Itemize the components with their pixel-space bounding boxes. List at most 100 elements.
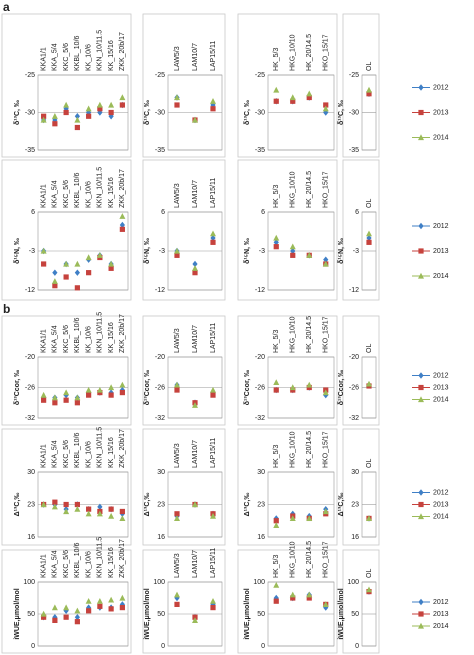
category-label: LAW5/3 [174,328,181,353]
data-point [322,389,329,396]
data-point [306,595,312,601]
category-label: OL [366,569,373,578]
data-point [74,400,80,406]
data-point [51,278,58,284]
legend-label: 2012 [433,372,449,379]
y-tick-label: -3 [159,248,165,255]
category-label: KKC_5/6 [63,43,70,71]
data-point [273,86,280,93]
data-point [174,102,180,108]
data-point [108,113,114,120]
data-point [74,607,81,614]
data-point [306,94,312,101]
category-label: KK_10/6 [85,44,92,71]
category-label: KK_10/6 [85,551,92,578]
data-point [63,389,70,396]
panel-frame [342,315,380,426]
data-point [52,614,58,621]
legend-label: 2014 [433,513,449,520]
category-label: KKC_5/6 [63,325,70,353]
data-point [85,510,92,517]
data-point [192,265,198,271]
data-point [63,614,69,620]
data-point [322,260,329,267]
data-point [63,501,69,508]
legend-label: 2013 [433,501,449,508]
y-tick-label: 50 [157,611,165,618]
legend-marker [418,84,424,91]
data-point [273,582,280,588]
data-point [74,394,81,401]
category-label: HK_20/14.5 [306,541,313,578]
data-point [119,389,125,396]
panel-frame [237,428,338,546]
data-point [86,109,92,116]
y-tick-label: -25 [25,72,35,79]
panel-frame [142,13,226,158]
data-point [323,256,329,263]
category-label: KKA1/1 [40,47,47,71]
data-point [210,512,216,519]
data-point [210,239,216,245]
data-point [97,603,103,609]
category-label: HK_20/14.5 [306,316,313,353]
category-label: LAP15/11 [210,438,217,468]
panel-frame [142,428,226,546]
data-point [306,252,313,258]
legend-marker [418,109,424,116]
legend-label: 2013 [433,384,449,391]
data-point [306,591,313,598]
data-point [74,269,80,276]
panel-frame [1,315,132,426]
legend-marker [418,396,424,403]
data-point [323,102,329,108]
data-point [192,260,198,268]
data-point [192,617,198,623]
y-axis-label: Δ¹³C,‰ [144,493,151,517]
category-label: HKO_15/17 [323,541,330,578]
y-tick-label: 16 [351,534,359,541]
data-point [273,522,280,528]
legend-marker [418,611,424,617]
y-axis-label: δ¹⁵N, ‰ [338,238,345,264]
data-point [119,221,125,229]
legend-marker [418,248,424,254]
data-point [96,510,103,517]
y-tick-label: 23 [27,501,35,508]
data-point [366,230,372,237]
category-label: ZKK_20b/17 [119,539,126,578]
data-point [74,614,80,621]
data-point [96,386,103,393]
data-point [119,515,126,522]
data-point [322,105,329,112]
legend-marker [418,372,424,379]
y-tick-label: 16 [257,534,265,541]
data-point [108,265,114,271]
y-tick-label: -26 [255,384,265,391]
y-tick-label: 0 [355,643,359,650]
legend-label: 2012 [433,489,449,496]
data-point [96,101,103,108]
category-label: KKC_5/6 [63,550,70,578]
data-point [366,515,372,522]
y-tick-label: -32 [155,415,165,422]
panel-frame [237,159,338,301]
data-point [119,605,125,611]
category-label: HKG_10/10 [290,541,297,578]
data-point [96,252,103,258]
data-point [85,105,92,112]
y-tick-label: 6 [31,209,35,216]
category-label: KKN_10/11.5 [97,537,104,578]
data-point [306,381,313,388]
y-tick-label: -12 [349,287,359,294]
data-point [119,594,126,601]
data-point [97,106,103,112]
data-point [86,113,92,119]
data-point [108,596,115,603]
y-axis-label: δ¹³Ccor, ‰ [144,370,151,405]
category-label: KKBL_10/6 [74,172,81,208]
data-point [74,260,81,267]
data-point [74,619,80,625]
panel-frame [1,428,132,546]
legend-label: 2013 [433,109,449,116]
